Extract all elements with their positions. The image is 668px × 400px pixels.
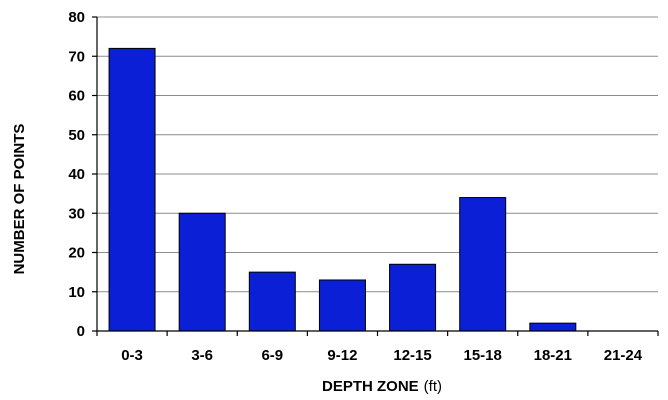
y-tick-labels: 0 10 20 30 40 50 60 70 80 [68, 9, 85, 340]
x-tick-label: 18-21 [534, 347, 572, 364]
x-tick-label: 9-12 [327, 347, 357, 364]
bars [108, 47, 577, 332]
x-axis-title-text: DEPTH ZONE [322, 378, 419, 395]
x-tick-label: 0-3 [121, 347, 143, 364]
x-axis-title: DEPTH ZONE (ft) [322, 378, 442, 395]
y-tick-label: 30 [68, 205, 85, 222]
y-tick-label: 20 [68, 245, 85, 262]
y-tick-label: 70 [68, 48, 85, 65]
bar-3-6 [178, 212, 226, 332]
y-tick-label: 80 [68, 9, 85, 26]
y-tick-label: 10 [68, 284, 85, 301]
y-tick-label: 40 [68, 166, 85, 183]
gridlines [92, 16, 658, 332]
bar-9-12 [318, 279, 366, 332]
x-tick-labels: 0-3 3-6 6-9 9-12 12-15 15-18 18-21 21-24 [96, 331, 659, 364]
bar-12-15 [389, 263, 437, 332]
x-tick-label: 15-18 [464, 347, 502, 364]
y-axis-title: NUMBER OF POINTS [11, 124, 28, 275]
bar-6-9 [248, 271, 296, 332]
bar-18-21 [529, 322, 577, 332]
y-tick-label: 50 [68, 127, 85, 144]
x-axis-unit: (ft) [424, 378, 442, 395]
y-tick-label: 0 [77, 323, 85, 340]
x-tick-label: 21-24 [604, 347, 643, 364]
x-tick-label: 6-9 [261, 347, 283, 364]
bar-15-18 [459, 197, 507, 332]
x-tick-label: 12-15 [393, 347, 431, 364]
y-tick-label: 60 [68, 88, 85, 105]
x-tick-label: 3-6 [191, 347, 213, 364]
bar-0-3 [108, 47, 156, 332]
